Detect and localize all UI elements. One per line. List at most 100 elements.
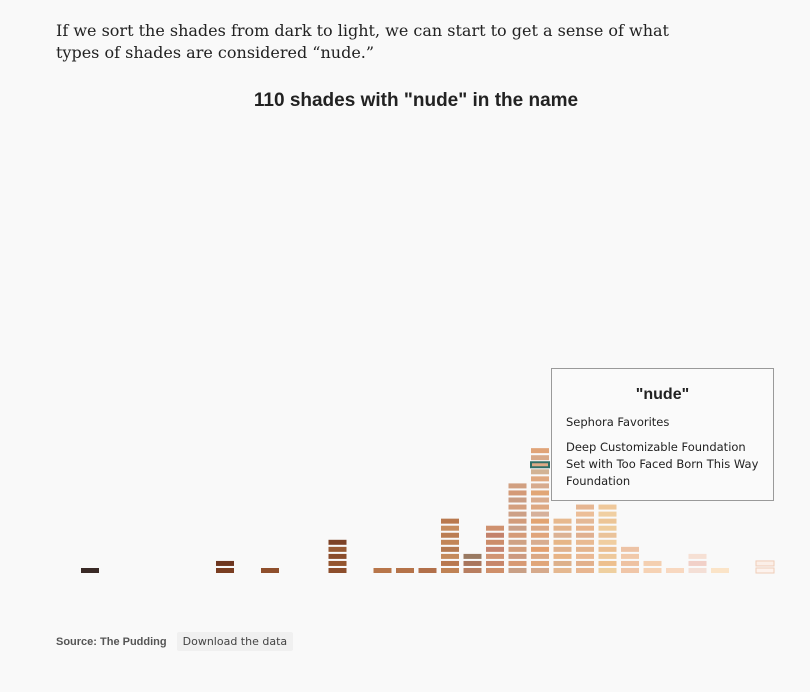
shade-swatch[interactable]: [508, 539, 527, 545]
shade-swatch[interactable]: [508, 490, 527, 496]
shade-swatch[interactable]: [576, 504, 594, 510]
shade-swatch[interactable]: [441, 546, 459, 552]
shade-swatch[interactable]: [755, 567, 775, 574]
shade-swatch[interactable]: [396, 568, 414, 573]
shade-swatch[interactable]: [508, 532, 527, 538]
shade-swatch[interactable]: [463, 553, 482, 559]
shade-swatch[interactable]: [688, 568, 707, 573]
shade-swatch[interactable]: [531, 448, 549, 454]
shade-swatch[interactable]: [688, 553, 707, 559]
shade-swatch[interactable]: [508, 504, 527, 510]
shade-swatch[interactable]: [531, 504, 549, 510]
shade-swatch[interactable]: [531, 532, 549, 538]
shade-swatch[interactable]: [418, 568, 437, 573]
shade-swatch[interactable]: [508, 525, 527, 531]
shade-swatch[interactable]: [486, 546, 504, 552]
shade-swatch[interactable]: [81, 568, 99, 573]
shade-swatch[interactable]: [531, 518, 549, 524]
shade-swatch[interactable]: [576, 525, 594, 531]
shade-swatch[interactable]: [441, 525, 459, 531]
shade-swatch[interactable]: [328, 568, 347, 573]
shade-swatch[interactable]: [598, 539, 617, 545]
shade-swatch[interactable]: [553, 560, 572, 566]
download-data-button[interactable]: Download the data: [176, 632, 294, 651]
shade-swatch[interactable]: [711, 568, 729, 573]
shade-swatch[interactable]: [463, 560, 482, 566]
shade-swatch[interactable]: [576, 511, 594, 517]
shade-swatch[interactable]: [666, 568, 684, 573]
shade-swatch[interactable]: [621, 560, 639, 566]
shade-swatch[interactable]: [486, 568, 504, 573]
shade-swatch[interactable]: [531, 525, 549, 531]
shade-swatch[interactable]: [508, 518, 527, 524]
shade-swatch[interactable]: [441, 532, 459, 538]
shade-swatch[interactable]: [553, 553, 572, 559]
shade-swatch[interactable]: [576, 560, 594, 566]
shade-swatch[interactable]: [531, 568, 549, 573]
shade-swatch[interactable]: [598, 568, 617, 573]
shade-swatch[interactable]: [508, 553, 527, 559]
shade-swatch[interactable]: [261, 568, 279, 573]
shade-swatch[interactable]: [216, 568, 234, 573]
shade-swatch[interactable]: [553, 525, 572, 531]
shade-swatch[interactable]: [328, 560, 347, 566]
shade-swatch[interactable]: [531, 553, 549, 559]
shade-swatch[interactable]: [508, 497, 527, 503]
shade-swatch[interactable]: [576, 546, 594, 552]
shade-swatch[interactable]: [328, 546, 347, 552]
shade-swatch[interactable]: [531, 490, 549, 496]
shade-swatch[interactable]: [531, 476, 549, 482]
shade-swatch[interactable]: [531, 511, 549, 517]
shade-swatch[interactable]: [621, 568, 639, 573]
shade-swatch[interactable]: [553, 539, 572, 545]
shade-swatch[interactable]: [553, 532, 572, 538]
shade-swatch[interactable]: [463, 568, 482, 573]
shade-swatch[interactable]: [643, 568, 662, 573]
shade-swatch[interactable]: [486, 532, 504, 538]
shade-swatch[interactable]: [598, 504, 617, 510]
shade-swatch[interactable]: [598, 532, 617, 538]
shade-swatch[interactable]: [486, 553, 504, 559]
shade-swatch[interactable]: [441, 568, 459, 573]
shade-swatch[interactable]: [755, 560, 775, 567]
shade-swatch[interactable]: [328, 553, 347, 559]
shade-swatch[interactable]: [643, 560, 662, 566]
shade-swatch[interactable]: [441, 539, 459, 545]
shade-swatch[interactable]: [441, 553, 459, 559]
shade-swatch[interactable]: [531, 546, 549, 552]
shade-swatch[interactable]: [553, 568, 572, 573]
shade-swatch[interactable]: [621, 546, 639, 552]
shade-swatch[interactable]: [508, 560, 527, 566]
shade-swatch[interactable]: [508, 568, 527, 573]
shade-swatch[interactable]: [531, 539, 549, 545]
shade-swatch[interactable]: [531, 469, 549, 475]
shade-swatch[interactable]: [598, 546, 617, 552]
shade-swatch[interactable]: [486, 560, 504, 566]
shade-swatch[interactable]: [508, 511, 527, 517]
shade-swatch[interactable]: [531, 560, 549, 566]
shade-swatch[interactable]: [553, 546, 572, 552]
shade-swatch[interactable]: [328, 539, 347, 545]
shade-swatch[interactable]: [598, 560, 617, 566]
shade-swatch[interactable]: [508, 546, 527, 552]
shade-swatch[interactable]: [486, 525, 504, 531]
shade-swatch[interactable]: [576, 532, 594, 538]
shade-swatch[interactable]: [598, 553, 617, 559]
shade-swatch[interactable]: [531, 497, 549, 503]
shade-swatch[interactable]: [216, 560, 234, 566]
shade-swatch[interactable]: [553, 518, 572, 524]
shade-swatch[interactable]: [576, 539, 594, 545]
shade-swatch[interactable]: [508, 483, 527, 489]
shade-swatch[interactable]: [531, 455, 549, 461]
shade-swatch[interactable]: [531, 483, 549, 489]
shade-swatch[interactable]: [598, 525, 617, 531]
shade-swatch[interactable]: [598, 518, 617, 524]
shade-swatch[interactable]: [441, 560, 459, 566]
shade-swatch[interactable]: [598, 511, 617, 517]
shade-swatch[interactable]: [530, 461, 550, 469]
shade-swatch[interactable]: [373, 568, 392, 573]
shade-swatch[interactable]: [576, 568, 594, 573]
shade-swatch[interactable]: [486, 539, 504, 545]
shade-swatch[interactable]: [576, 518, 594, 524]
shade-swatch[interactable]: [621, 553, 639, 559]
